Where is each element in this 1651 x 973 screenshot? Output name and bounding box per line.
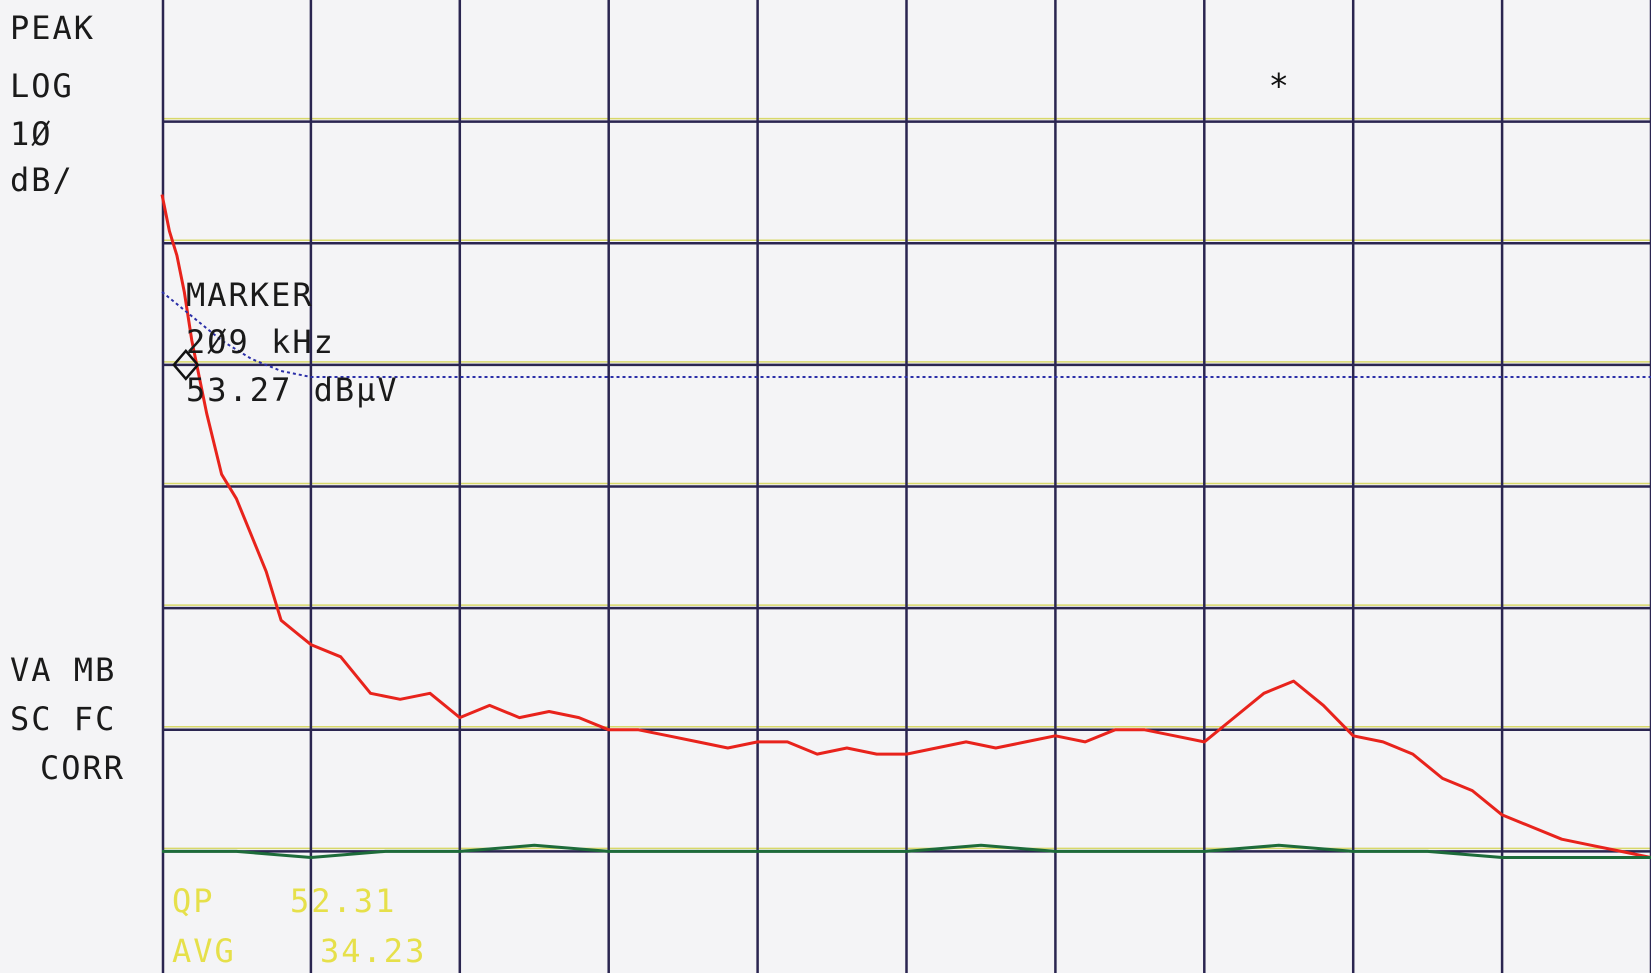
marker-title: MARKER [186, 276, 314, 314]
peak-trace [160, 194, 1651, 859]
asterisk-symbol: * [1269, 66, 1289, 106]
marker-diamond [172, 348, 200, 381]
qp-label: QP [172, 882, 215, 920]
graticule [161, 0, 1651, 973]
limit-line [161, 291, 1651, 378]
status-line-1: VA MB [10, 651, 117, 689]
marker-frequency: 2Ø9 kHz [186, 323, 335, 361]
qp-value: 52.31 [290, 882, 397, 920]
annotations: * [172, 66, 1289, 381]
average-trace [162, 843, 1651, 859]
traces [160, 194, 1651, 859]
status-line-2: SC FC [10, 700, 117, 738]
marker-level: 53.27 dBµV [186, 371, 399, 409]
scale-line-2: 1Ø [10, 115, 53, 153]
avg-label: AVG [172, 932, 236, 970]
scale-line-3: dB/ [10, 161, 74, 199]
scale-line-1: LOG [10, 67, 74, 105]
detector-label: PEAK [10, 9, 96, 47]
status-line-3: CORR [40, 749, 126, 787]
avg-value: 34.23 [320, 932, 427, 970]
